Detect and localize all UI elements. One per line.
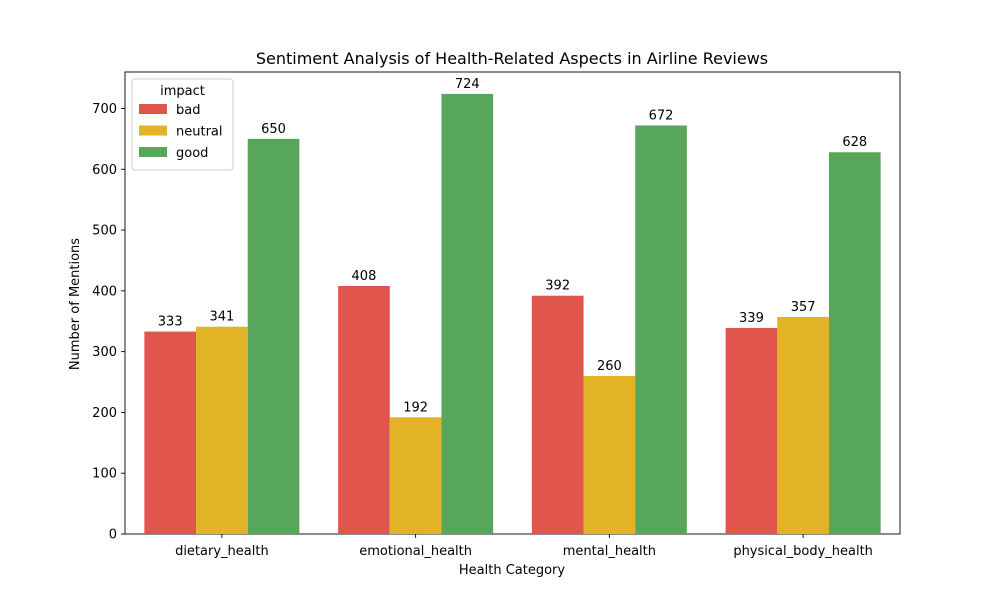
data-label: 333	[158, 315, 183, 330]
data-label: 260	[597, 359, 622, 374]
bars	[144, 93, 881, 535]
plot-frame	[124, 71, 901, 535]
y-tick-label: 400	[92, 284, 117, 299]
data-label: 339	[739, 311, 764, 326]
bar-good	[247, 138, 300, 535]
data-labels: 333 341 650 408 192 724 392 260 672 339 357 628	[158, 77, 867, 415]
legend: impact bad neutral good	[131, 78, 234, 171]
x-tick-label: mental_health	[563, 544, 656, 559]
data-label: 650	[261, 122, 286, 137]
bar-neutral	[777, 316, 829, 534]
legend-swatch-neutral	[139, 125, 167, 136]
bar-neutral	[196, 326, 248, 534]
legend-label-bad: bad	[176, 103, 200, 118]
y-tick-label: 200	[92, 406, 117, 421]
data-label: 408	[352, 269, 377, 284]
legend-label-neutral: neutral	[176, 125, 223, 140]
bar-bad	[338, 285, 390, 534]
y-tick-label: 300	[92, 345, 117, 360]
data-label: 628	[842, 135, 867, 150]
plot-area	[124, 71, 901, 535]
y-axis: 0 100 200 300 400 500 600 700	[92, 102, 125, 543]
data-label: 192	[403, 400, 428, 415]
legend-label-good: good	[176, 146, 208, 161]
bar-good	[828, 152, 881, 534]
data-label: 341	[209, 310, 234, 325]
bar-bad	[144, 331, 197, 534]
data-label: 392	[545, 279, 570, 294]
bar-neutral	[389, 417, 442, 534]
x-tick-label: emotional_health	[359, 544, 472, 559]
y-axis-label: Number of Mentions	[68, 238, 83, 370]
bar-bad	[531, 295, 584, 534]
data-label: 357	[791, 300, 816, 315]
y-tick-label: 100	[92, 467, 117, 482]
x-tick-label: physical_body_health	[733, 544, 873, 559]
y-tick-label: 0	[109, 528, 117, 543]
y-tick-label: 500	[92, 224, 117, 239]
y-tick-label: 700	[92, 102, 117, 117]
y-tick-label: 600	[92, 163, 117, 178]
x-axis: dietary_health emotional_health mental_hea…	[175, 534, 873, 559]
bar-neutral	[583, 375, 636, 534]
x-axis-label: Health Category	[459, 563, 566, 578]
bar-good	[635, 125, 687, 534]
bar-good	[441, 93, 494, 534]
chart-title: Sentiment Analysis of Health-Related Asp…	[256, 49, 768, 68]
legend-swatch-bad	[139, 104, 167, 114]
data-label: 672	[649, 108, 674, 123]
legend-swatch-good	[139, 147, 167, 157]
bar-bad	[725, 327, 778, 534]
data-label: 724	[455, 77, 480, 92]
legend-title: impact	[160, 84, 205, 99]
x-tick-label: dietary_health	[175, 544, 269, 559]
